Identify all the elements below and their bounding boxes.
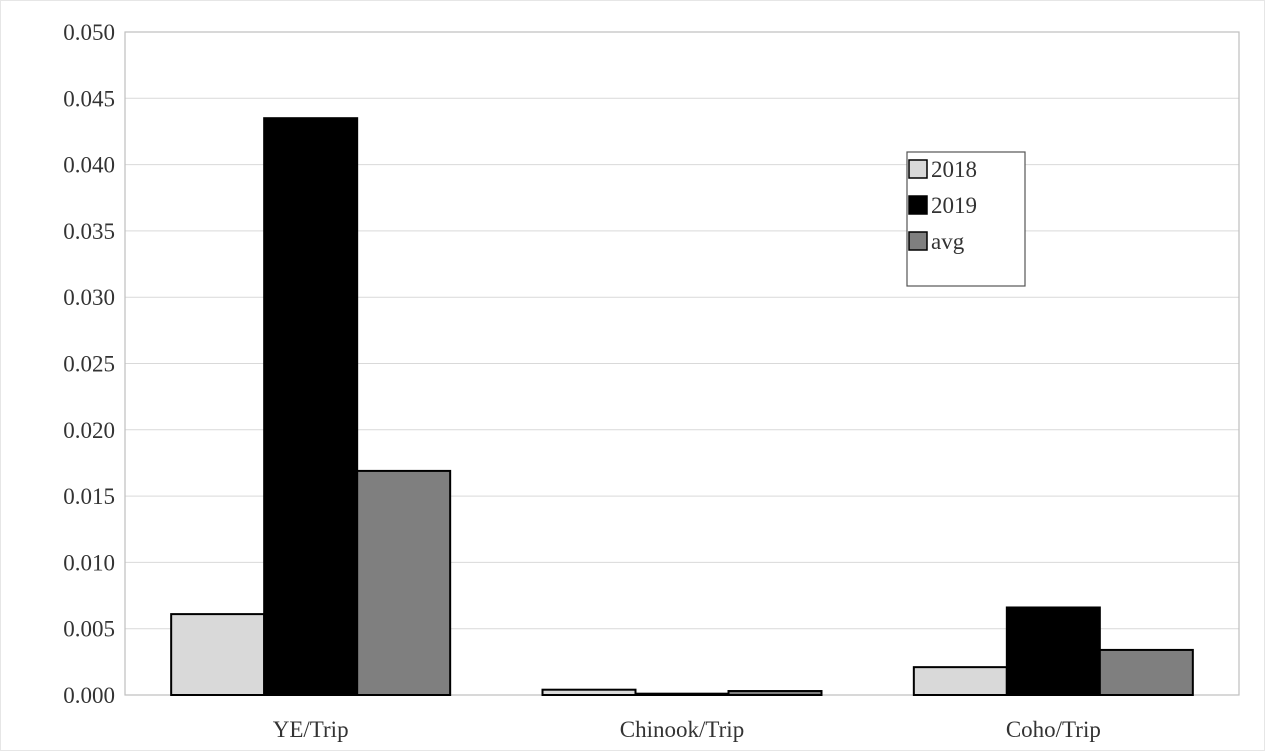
- y-tick-label: 0.040: [63, 153, 115, 178]
- bar-avg-coho-trip: [1098, 648, 1194, 697]
- y-tick-label: 0.030: [63, 285, 115, 310]
- y-axis-tick-labels: 0.000 0.005 0.010 0.015 0.020 0.025 0.030 0.035…: [63, 20, 115, 708]
- bar-2018-chinook-trip: [541, 688, 637, 696]
- bar-2019-ye-trip: [263, 117, 359, 696]
- y-tick-label: 0.045: [63, 86, 115, 111]
- x-tick-label: Coho/Trip: [1006, 717, 1101, 742]
- bar-2019-coho-trip: [1005, 606, 1101, 697]
- legend-label-avg: avg: [931, 229, 965, 254]
- legend-swatch-avg: [908, 231, 928, 251]
- y-tick-label: 0.010: [63, 550, 115, 575]
- x-tick-label: YE/Trip: [273, 717, 349, 742]
- y-tick-label: 0.025: [63, 352, 115, 377]
- legend-label-2018: 2018: [931, 157, 977, 182]
- y-tick-label: 0.000: [63, 683, 115, 708]
- bars: [170, 117, 1194, 697]
- x-tick-label: Chinook/Trip: [620, 717, 744, 742]
- bar-avg-ye-trip: [356, 469, 452, 696]
- legend-swatch-2019: [908, 195, 928, 215]
- bar-avg-chinook-trip: [727, 690, 823, 696]
- legend: 2018 2019 avg: [906, 151, 1026, 287]
- y-tick-label: 0.015: [63, 484, 115, 509]
- legend-swatch-2018: [908, 159, 928, 179]
- bar-2019-chinook-trip: [634, 692, 730, 697]
- y-tick-label: 0.035: [63, 219, 115, 244]
- y-tick-label: 0.005: [63, 617, 115, 642]
- legend-label-2019: 2019: [931, 193, 977, 218]
- x-axis-tick-labels: YE/Trip Chinook/Trip Coho/Trip: [273, 717, 1101, 742]
- y-tick-label: 0.020: [63, 418, 115, 443]
- y-tick-label: 0.050: [63, 20, 115, 45]
- bar-2018-coho-trip: [912, 666, 1008, 696]
- bar-2018-ye-trip: [170, 613, 266, 697]
